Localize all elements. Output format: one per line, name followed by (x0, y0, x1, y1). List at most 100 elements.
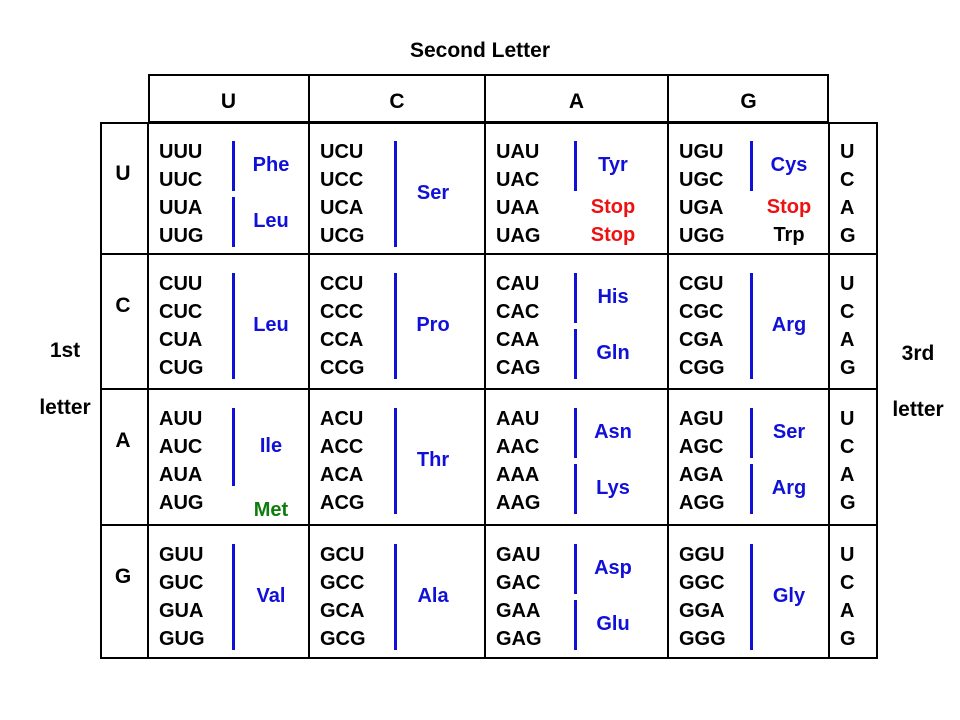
codon: UAG (496, 225, 541, 247)
codon: CUA (159, 329, 203, 351)
third-letter: C (840, 436, 855, 458)
third-letter: C (840, 301, 855, 323)
codon-grid (100, 122, 878, 659)
amino-acid-label: Stop (590, 196, 636, 218)
amino-acid-label: Stop (590, 224, 636, 246)
amino-acid-label: Pro (416, 314, 450, 336)
codon: CAC (496, 301, 540, 323)
codon-group-bracket (394, 141, 397, 247)
codon-list: CCU CCC CCA CCG (320, 270, 364, 382)
third-letter-label-line1: 3rd (901, 342, 935, 365)
first-letter-label-line1: 1st (49, 339, 81, 362)
first-letter-label-line2: letter (39, 396, 91, 419)
codon-list: AAU AAC AAA AAG (496, 405, 540, 517)
amino-acid-label: Arg (771, 477, 807, 499)
codon: UUU (159, 141, 203, 163)
codon-group-bracket (394, 273, 397, 379)
codon: GAU (496, 544, 541, 566)
codon-group-bracket (750, 273, 753, 379)
first-letter-g: G (114, 565, 132, 588)
codon: GCG (320, 628, 366, 650)
codon-list: UAU UAC UAA UAG (496, 138, 540, 250)
codon: AAC (496, 436, 540, 458)
codon-cell: ACU ACC ACA ACG Thr (309, 389, 485, 525)
third-letter: C (840, 169, 855, 191)
codon-list: UCU UCC UCA UCG (320, 138, 364, 250)
codon: UUA (159, 197, 203, 219)
amino-acid-label: His (597, 286, 629, 308)
codon: CAU (496, 273, 540, 295)
codon: UAC (496, 169, 540, 191)
codon: CGA (679, 329, 724, 351)
codon: GCC (320, 572, 365, 594)
header-column-divider (667, 74, 669, 123)
codon: AUG (159, 492, 204, 514)
amino-acid-label: Leu (253, 314, 289, 336)
codon-cell: GGU GGC GGA GGG Gly (668, 525, 829, 659)
codon: GGC (679, 572, 725, 594)
codon: UUC (159, 169, 203, 191)
codon-cell: CGU CGC CGA CGG Arg (668, 254, 829, 389)
codon-list: CAU CAC CAA CAG (496, 270, 540, 382)
second-letter-a: A (568, 90, 585, 113)
codon-group-bracket (232, 408, 235, 486)
codon-list: AGU AGC AGA AGG (679, 405, 725, 517)
third-letter: G (840, 225, 856, 247)
grid-column-divider (147, 122, 149, 659)
codon-cell: CCU CCC CCA CCG Pro (309, 254, 485, 389)
grid-row-divider (100, 388, 878, 390)
codon: AGA (679, 464, 724, 486)
amino-acid-label: Tyr (598, 154, 628, 176)
codon: AUU (159, 408, 203, 430)
header-column-divider (484, 74, 486, 123)
first-letter-u: U (115, 162, 131, 185)
codon-cell: GAU GAC GAA GAG Asp Glu (485, 525, 668, 659)
codon: AUA (159, 464, 203, 486)
codon: CUU (159, 273, 203, 295)
codon-group-bracket (750, 464, 753, 514)
third-letter: U (840, 544, 855, 566)
codon: UGU (679, 141, 724, 163)
codon-list: UUU UUC UUA UUG (159, 138, 203, 250)
second-letter-c: C (389, 90, 405, 113)
codon: GUG (159, 628, 205, 650)
amino-acid-label: Asp (594, 557, 632, 579)
codon-cell: UGU UGC UGA UGG Cys Stop Trp (668, 122, 829, 254)
table-title: Second Letter (409, 39, 551, 62)
header-column-divider (308, 74, 310, 123)
third-letter: A (840, 197, 855, 219)
amino-acid-label: Trp (773, 224, 805, 246)
amino-acid-label: Val (256, 585, 286, 607)
codon: ACA (320, 464, 364, 486)
codon-list: GAU GAC GAA GAG (496, 541, 542, 653)
codon: ACC (320, 436, 364, 458)
third-letter: G (840, 628, 856, 650)
amino-acid-label: Gly (772, 585, 806, 607)
codon-group-bracket (750, 544, 753, 650)
second-letter-u: U (220, 90, 237, 113)
codon: CCA (320, 329, 364, 351)
codon-cell: GUU GUC GUA GUG Val (148, 525, 309, 659)
codon-cell: AUU AUC AUA AUG Ile Met (148, 389, 309, 525)
codon-cell: CAU CAC CAA CAG His Gln (485, 254, 668, 389)
codon: GAG (496, 628, 542, 650)
codon: UGC (679, 169, 724, 191)
second-letter-g: G (740, 90, 757, 113)
grid-row-divider (100, 524, 878, 526)
codon: UCC (320, 169, 364, 191)
codon: GCA (320, 600, 365, 622)
codon: GAC (496, 572, 541, 594)
amino-acid-label: Arg (771, 314, 807, 336)
codon: CGU (679, 273, 724, 295)
codon-cell: AGU AGC AGA AGG Ser Arg (668, 389, 829, 525)
codon: AGG (679, 492, 725, 514)
first-letter-c: C (115, 294, 131, 317)
codon: UGG (679, 225, 725, 247)
codon-list: CGU CGC CGA CGG (679, 270, 725, 382)
codon-group-bracket (232, 141, 235, 191)
codon: GGG (679, 628, 726, 650)
third-letter: A (840, 464, 855, 486)
